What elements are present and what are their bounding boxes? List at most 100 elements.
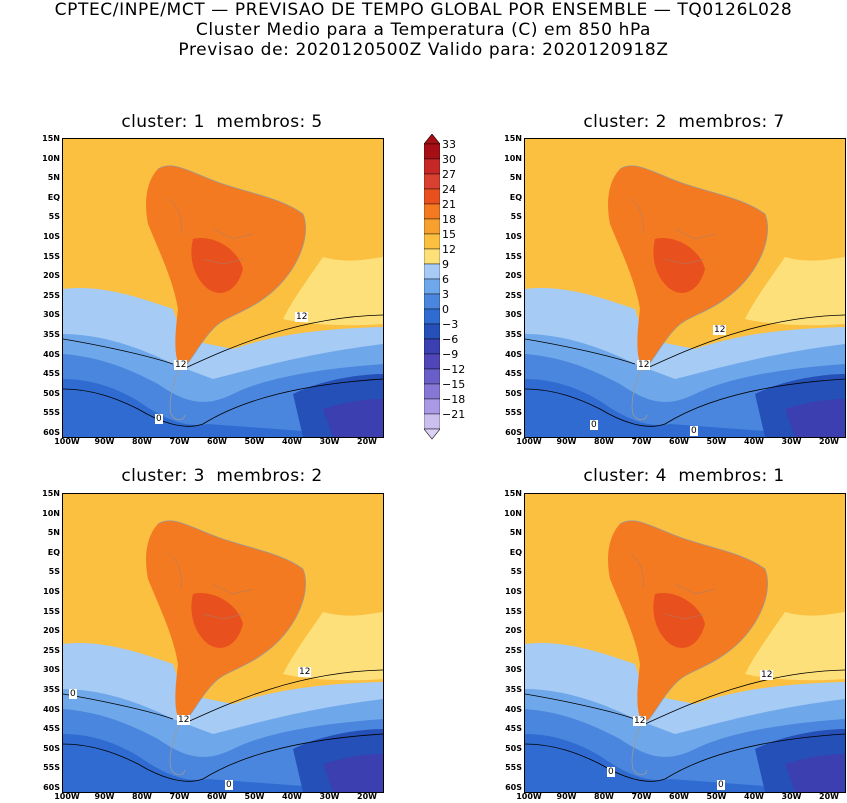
panel-title-1: cluster: 1 membros: 5 xyxy=(121,112,323,132)
longitude-tick-label: 80W xyxy=(132,792,152,801)
longitude-tick-label: 90W xyxy=(556,792,577,801)
latitude-tick-label: 25S xyxy=(505,290,522,300)
latitude-tick-label: 35S xyxy=(505,330,522,339)
longitude-tick-label: 20W xyxy=(357,792,377,801)
latitude-tick-label: 60S xyxy=(505,783,522,792)
colorbar-level-label: 6 xyxy=(442,273,449,286)
temperature-map-3 xyxy=(62,493,384,793)
longitude-tick-label: 90W xyxy=(94,437,115,446)
colorbar-level-label: −9 xyxy=(442,348,459,361)
colorbar-level-label: 33 xyxy=(442,138,456,151)
contour-label: 0 xyxy=(607,767,615,777)
colorbar-level-label: −3 xyxy=(442,318,459,331)
colorbar-swatch xyxy=(424,398,440,415)
latitude-tick-label: 55S xyxy=(43,763,60,773)
latitude-tick-label: 15N xyxy=(504,489,522,498)
contour-label: 12 xyxy=(295,312,309,322)
main-title-line-1: CPTEC/INPE/MCT — PREVISAO DE TEMPO GLOBA… xyxy=(54,0,793,20)
longitude-tick-label: 80W xyxy=(594,792,614,801)
colorbar-swatch xyxy=(424,263,440,280)
colorbar-swatch xyxy=(424,323,440,340)
colorbar-level-label: 18 xyxy=(442,213,456,226)
temperature-map-2 xyxy=(524,138,846,438)
contour-label: 0 xyxy=(155,414,163,424)
latitude-tick-label: 15S xyxy=(43,251,60,261)
longitude-tick-label: 50W xyxy=(244,437,265,446)
latitude-tick-label: 55S xyxy=(505,763,522,773)
longitude-tick-label: 80W xyxy=(594,437,614,446)
latitude-tick-label: 30S xyxy=(505,665,522,675)
latitude-tick-label: 60S xyxy=(43,428,60,437)
latitude-tick-label: 5N xyxy=(47,173,60,183)
longitude-tick-label: 100W xyxy=(516,792,542,801)
colorbar-level-label: −18 xyxy=(442,393,466,406)
latitude-tick-label: 35S xyxy=(43,685,60,694)
latitude-tick-label: 30S xyxy=(43,310,60,320)
colorbar-level-label: −21 xyxy=(442,408,466,421)
longitude-tick-label: 50W xyxy=(706,437,727,446)
longitude-tick-label: 80W xyxy=(132,437,152,446)
colorbar-level-label: 9 xyxy=(442,258,449,271)
colorbar-level-label: −12 xyxy=(442,363,466,376)
longitude-tick-label: 100W xyxy=(54,437,80,446)
latitude-tick-label: 15N xyxy=(504,134,522,143)
colorbar-swatch xyxy=(424,233,440,250)
longitude-tick-label: 60W xyxy=(207,437,227,446)
latitude-tick-label: 15S xyxy=(505,251,522,261)
latitude-tick-label: 10S xyxy=(43,587,60,596)
contour-label: 12 xyxy=(177,715,191,725)
colorbar-bottom-arrow xyxy=(424,428,440,440)
longitude-tick-label: 20W xyxy=(819,437,839,446)
latitude-tick-label: 25S xyxy=(505,645,522,655)
latitude-tick-label: 10S xyxy=(505,587,522,596)
longitude-tick-label: 60W xyxy=(669,437,689,446)
longitude-tick-label: 70W xyxy=(169,792,190,801)
contour-label: 0 xyxy=(69,689,77,699)
latitude-tick-label: 40S xyxy=(43,349,60,359)
latitude-tick-label: 5S xyxy=(510,567,522,577)
colorbar-swatch xyxy=(424,218,440,235)
colorbar-level-label: 15 xyxy=(442,228,456,241)
colorbar-level-label: 3 xyxy=(442,288,449,301)
latitude-tick-label: 40S xyxy=(43,704,60,714)
latitude-tick-label: 60S xyxy=(43,783,60,792)
map-field-1 xyxy=(63,139,383,437)
latitude-tick-label: 15S xyxy=(505,606,522,616)
latitude-tick-label: 40S xyxy=(505,704,522,714)
latitude-tick-label: 60S xyxy=(505,428,522,437)
latitude-tick-label: 35S xyxy=(43,330,60,339)
latitude-tick-label: 30S xyxy=(505,310,522,320)
colorbar-level-label: 0 xyxy=(442,303,449,316)
longitude-tick-label: 70W xyxy=(631,437,652,446)
latitude-tick-label: 5S xyxy=(48,567,60,577)
latitude-tick-label: 30S xyxy=(43,665,60,675)
longitude-tick-label: 30W xyxy=(319,437,340,446)
latitude-tick-label: 15N xyxy=(42,489,60,498)
longitude-tick-label: 100W xyxy=(516,437,542,446)
latitude-tick-label: 15S xyxy=(43,606,60,616)
longitude-tick-label: 60W xyxy=(207,792,227,801)
temperature-colorbar xyxy=(424,134,440,440)
contour-label: 0 xyxy=(590,420,598,430)
latitude-tick-label: 20S xyxy=(43,271,60,281)
contour-label: 12 xyxy=(637,360,651,370)
contour-label: 12 xyxy=(633,716,647,726)
latitude-tick-label: 15N xyxy=(42,134,60,143)
latitude-tick-label: 25S xyxy=(43,290,60,300)
latitude-tick-label: EQ xyxy=(509,192,522,202)
longitude-tick-label: 40W xyxy=(744,792,764,801)
contour-label: 12 xyxy=(760,670,774,680)
latitude-tick-label: 45S xyxy=(43,369,60,379)
panel-title-2: cluster: 2 membros: 7 xyxy=(583,112,785,132)
colorbar-level-label: 12 xyxy=(442,243,456,256)
longitude-tick-label: 100W xyxy=(54,792,80,801)
latitude-tick-label: 35S xyxy=(505,685,522,694)
longitude-tick-label: 40W xyxy=(282,792,302,801)
colorbar-level-label: 30 xyxy=(442,153,456,166)
colorbar-swatch xyxy=(424,143,440,160)
main-title-line-2: Cluster Medio para a Temperatura (C) em … xyxy=(195,20,652,40)
colorbar-top-arrow xyxy=(424,134,440,145)
colorbar-swatch xyxy=(424,293,440,310)
latitude-tick-label: 10N xyxy=(504,153,522,163)
latitude-tick-label: 45S xyxy=(43,724,60,734)
